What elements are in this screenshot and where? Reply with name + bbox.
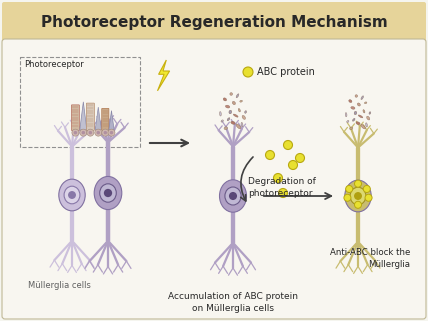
Text: Accumulation of ABC protein
on Müllerglia cells: Accumulation of ABC protein on Müllergli… [168, 292, 298, 313]
FancyBboxPatch shape [2, 39, 426, 319]
Circle shape [346, 186, 353, 193]
Polygon shape [109, 111, 114, 130]
Circle shape [279, 188, 288, 197]
Ellipse shape [220, 112, 221, 116]
Text: Photoreceptor Regeneration Mechanism: Photoreceptor Regeneration Mechanism [41, 14, 387, 30]
Ellipse shape [230, 93, 232, 95]
Circle shape [82, 131, 85, 134]
Circle shape [344, 194, 351, 201]
Ellipse shape [364, 102, 367, 104]
Ellipse shape [59, 179, 85, 211]
Ellipse shape [355, 95, 357, 97]
Ellipse shape [349, 100, 352, 102]
FancyBboxPatch shape [102, 108, 109, 131]
Circle shape [72, 129, 79, 136]
Circle shape [363, 186, 370, 193]
Ellipse shape [354, 111, 357, 115]
Circle shape [89, 131, 92, 134]
Ellipse shape [68, 191, 76, 199]
Text: Degradation of
photoreceptor: Degradation of photoreceptor [248, 177, 316, 198]
Ellipse shape [223, 98, 226, 101]
Ellipse shape [221, 120, 223, 122]
Ellipse shape [350, 127, 353, 130]
Ellipse shape [369, 112, 371, 114]
Ellipse shape [233, 114, 238, 117]
Ellipse shape [64, 186, 80, 204]
Ellipse shape [356, 122, 360, 125]
Ellipse shape [351, 107, 355, 109]
Ellipse shape [357, 103, 360, 106]
Ellipse shape [232, 101, 235, 105]
Circle shape [243, 67, 253, 77]
Polygon shape [158, 60, 169, 91]
Circle shape [104, 131, 107, 134]
Ellipse shape [236, 94, 239, 98]
Ellipse shape [220, 180, 247, 212]
Ellipse shape [104, 189, 112, 197]
Ellipse shape [225, 187, 241, 205]
Circle shape [283, 141, 292, 150]
Text: ABC protein: ABC protein [257, 67, 315, 77]
FancyBboxPatch shape [71, 105, 80, 131]
Circle shape [110, 131, 113, 134]
Circle shape [295, 153, 304, 162]
Circle shape [354, 201, 362, 208]
Ellipse shape [347, 120, 349, 123]
Ellipse shape [94, 177, 122, 210]
FancyBboxPatch shape [86, 103, 95, 131]
Ellipse shape [367, 116, 370, 120]
Ellipse shape [238, 108, 241, 112]
Ellipse shape [361, 96, 363, 100]
Circle shape [87, 129, 94, 136]
Circle shape [97, 131, 100, 134]
Text: Anti-ABC block the
Müllerglia: Anti-ABC block the Müllerglia [330, 248, 410, 269]
Circle shape [365, 194, 372, 201]
Polygon shape [80, 102, 87, 130]
Text: Photoreceptor: Photoreceptor [24, 60, 84, 69]
Ellipse shape [363, 110, 365, 113]
Ellipse shape [245, 111, 247, 113]
Circle shape [288, 160, 297, 169]
Circle shape [265, 151, 274, 160]
Ellipse shape [350, 187, 366, 205]
Ellipse shape [366, 123, 367, 127]
Circle shape [273, 173, 282, 183]
Ellipse shape [229, 110, 232, 114]
Ellipse shape [231, 121, 235, 124]
Circle shape [354, 180, 362, 187]
Ellipse shape [236, 124, 241, 129]
Circle shape [74, 131, 77, 134]
Circle shape [108, 129, 115, 136]
Ellipse shape [241, 122, 243, 127]
Ellipse shape [345, 113, 347, 117]
Polygon shape [95, 107, 101, 130]
Circle shape [102, 129, 109, 136]
Ellipse shape [226, 105, 230, 108]
Text: Müllerglia cells: Müllerglia cells [28, 281, 91, 290]
Circle shape [95, 129, 102, 136]
Ellipse shape [353, 118, 355, 121]
Ellipse shape [345, 180, 371, 212]
Ellipse shape [240, 100, 242, 102]
Circle shape [80, 129, 87, 136]
Ellipse shape [361, 124, 366, 129]
Ellipse shape [224, 127, 228, 130]
FancyBboxPatch shape [2, 2, 426, 42]
Ellipse shape [229, 192, 237, 200]
Ellipse shape [242, 116, 246, 119]
Ellipse shape [354, 192, 362, 200]
Ellipse shape [227, 118, 230, 121]
Ellipse shape [358, 115, 363, 118]
Ellipse shape [100, 184, 116, 202]
